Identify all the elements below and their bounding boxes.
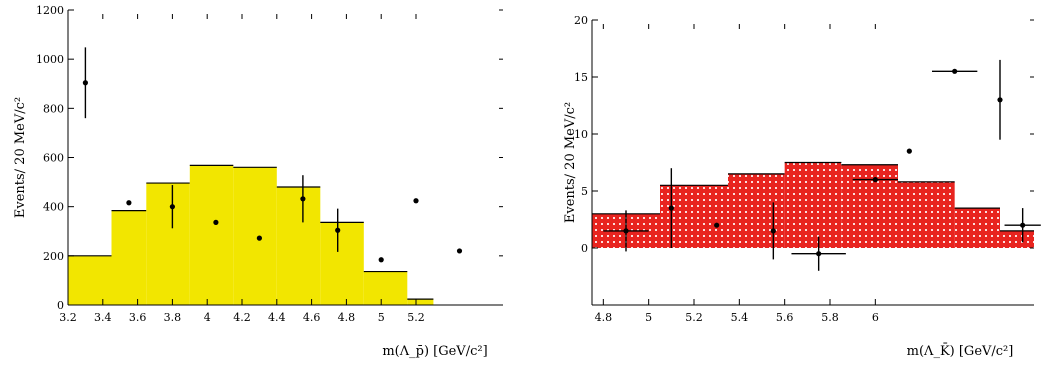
left-panel-y-tick-label-4: 800 xyxy=(43,102,64,115)
left-panel-data-point-8 xyxy=(413,198,419,204)
right-panel-hist-bar-5 xyxy=(898,181,955,248)
left-panel-hist-bar-1 xyxy=(111,210,147,305)
right-panel-hist-bar-3 xyxy=(784,162,842,248)
right-panel-x-tick-label-0: 4.8 xyxy=(595,311,613,324)
left-panel-data-point-0 xyxy=(82,80,88,86)
left-panel-hist-bar-6 xyxy=(320,222,364,305)
left-panel-x-tick-label-1: 3.4 xyxy=(94,311,112,324)
right-panel-data-point-4 xyxy=(816,251,822,257)
left-panel-x-tick-label-0: 3.2 xyxy=(59,311,77,324)
left-panel-y-axis-title: Events/ 20 MeV/c² xyxy=(13,97,28,218)
right-panel-hist-bar-4 xyxy=(841,164,898,248)
left-panel-y-tick-label-2: 400 xyxy=(43,201,64,214)
right-panel-x-axis-title: m(Λ_K̄) [GeV/c²] xyxy=(907,343,1014,359)
right-panel-hist-bar-6 xyxy=(954,208,1000,248)
left-panel-x-axis-title: m(Λ_p̄) [GeV/c²] xyxy=(382,344,487,359)
right-panel-data-point-5 xyxy=(872,177,878,183)
left-panel-x-tick-label-4: 4 xyxy=(204,311,211,324)
left-panel-hist-bar-7 xyxy=(363,271,408,305)
right-panel-x-tick-label-5: 5.8 xyxy=(821,311,839,324)
left-panel-x-tick-label-10: 5.2 xyxy=(407,311,425,324)
right-panel-hist-bar-1 xyxy=(660,185,728,248)
left-panel-data-point-9 xyxy=(456,248,463,254)
left-panel-hist-bar-5 xyxy=(276,187,321,305)
right-panel-data-point-8 xyxy=(997,97,1003,103)
left-panel-y-tick-label-5: 1000 xyxy=(36,53,64,66)
right-panel-data-point-7 xyxy=(952,68,958,74)
left-panel-y-tick-label-3: 600 xyxy=(43,152,64,165)
left-panel-data-point-3 xyxy=(213,219,219,225)
left-panel-y-tick-label-1: 200 xyxy=(43,250,64,263)
right-panel-x-tick-label-4: 5.6 xyxy=(776,311,794,324)
right-panel-x-tick-label-2: 5.2 xyxy=(685,311,703,324)
right-panel-data-point-0 xyxy=(623,228,629,234)
right-panel-y-tick-label-2: 10 xyxy=(574,128,588,141)
left-panel-x-tick-label-5: 4.2 xyxy=(233,311,251,324)
right-panel-y-tick-label-4: 20 xyxy=(574,14,588,27)
left-panel-hist-bar-0 xyxy=(68,255,112,305)
right-panel-y-tick-label-1: 5 xyxy=(581,185,588,198)
left-panel-y-tick-label-0: 0 xyxy=(57,299,64,312)
right-panel-y-tick-label-3: 15 xyxy=(574,71,588,84)
left-panel-x-tick-label-8: 4.8 xyxy=(338,311,356,324)
right-panel-y-tick-label-0: 0 xyxy=(581,242,588,255)
right-panel-data-point-3 xyxy=(770,228,776,234)
left-panel-x-tick-label-3: 3.8 xyxy=(164,311,182,324)
left-panel-x-tick-label-6: 4.4 xyxy=(268,311,286,324)
left-panel-data-point-5 xyxy=(300,196,306,202)
left-panel-x-tick-label-2: 3.6 xyxy=(129,311,147,324)
right-panel-data-point-2 xyxy=(714,222,720,228)
left-panel-data-point-1 xyxy=(126,200,132,206)
right-panel-x-tick-label-3: 5.4 xyxy=(731,311,749,324)
left-panel-hist-bar-4 xyxy=(233,167,277,305)
right-panel-hist-bar-2 xyxy=(728,173,785,248)
left-panel-y-tick-label-6: 1200 xyxy=(36,4,64,17)
left-panel-x-tick-label-7: 4.6 xyxy=(303,311,321,324)
left-panel-hist-bar-3 xyxy=(189,165,234,305)
left-panel-x-tick-label-9: 5 xyxy=(378,311,385,324)
left-panel-data-point-6 xyxy=(335,227,341,233)
right-panel-data-point-9 xyxy=(1020,222,1026,228)
left-panel-data-point-7 xyxy=(378,257,384,263)
right-panel-x-tick-label-6: 6 xyxy=(872,311,879,324)
left-panel-hist-bar-2 xyxy=(146,183,190,305)
right-panel-data-point-1 xyxy=(668,205,674,211)
left-panel-hist-bar-8 xyxy=(407,299,434,305)
left-panel-data-point-2 xyxy=(169,204,175,210)
right-panel-y-axis-title: Events/ 20 MeV/c² xyxy=(563,102,578,223)
right-panel-x-tick-label-1: 5 xyxy=(645,311,652,324)
right-panel-data-point-6 xyxy=(906,148,912,154)
left-panel-data-point-4 xyxy=(256,235,262,241)
right-panel-hist-bar-7 xyxy=(1000,230,1034,248)
